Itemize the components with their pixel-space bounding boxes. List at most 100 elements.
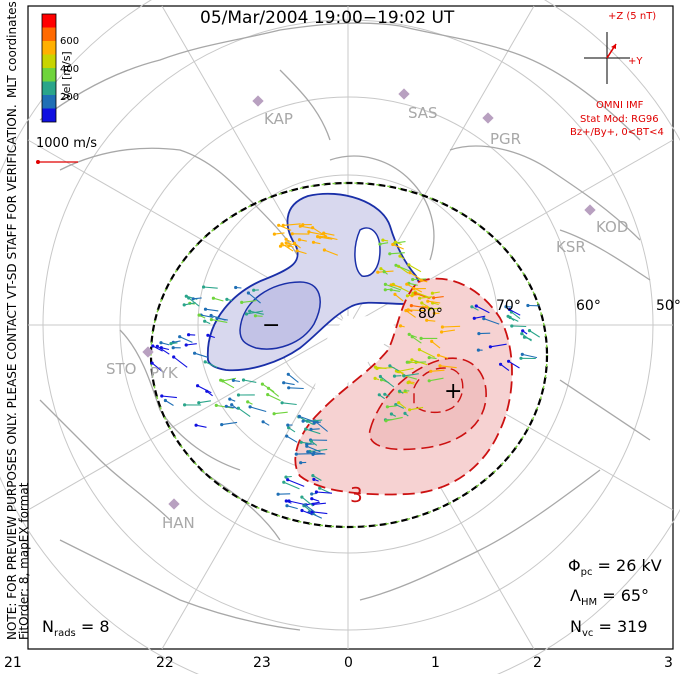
vector-line: [205, 308, 219, 312]
vector-line: [309, 448, 328, 453]
positive-inner-contour: [413, 367, 464, 414]
pole-marker: [342, 316, 354, 328]
velocity-vectors: [150, 223, 540, 519]
vector-line: [204, 361, 218, 368]
negative-cell: [207, 192, 421, 372]
phi-symbol: Φ: [568, 556, 581, 575]
vector-line: [310, 428, 320, 430]
vector-line: [288, 245, 294, 248]
station-ksr: KSR: [556, 238, 586, 256]
coordinate-system: MLT coordinates: [5, 1, 19, 98]
vector-line: [255, 315, 263, 317]
vector-line: [198, 400, 211, 404]
imf-y-label: +Y: [628, 56, 643, 67]
vector-line: [500, 363, 510, 371]
vector-line: [409, 272, 422, 280]
vector-line: [226, 405, 235, 409]
colorbar-swatch: [42, 108, 56, 122]
vector-line: [226, 298, 233, 302]
vector-line: [184, 302, 196, 306]
vector-line: [409, 406, 424, 411]
velocity-scale-dot: [36, 160, 40, 164]
vector-line: [238, 407, 251, 418]
vector-line: [397, 367, 414, 373]
cross-polar-potential: Φpc = 26 kV: [568, 556, 662, 578]
vector-line: [160, 342, 170, 346]
lat-80: 80°: [418, 306, 443, 322]
vector-line: [411, 336, 422, 344]
vector-line: [286, 500, 292, 504]
lambda-subscript: HM: [580, 597, 598, 609]
throat-gap: [314, 315, 394, 405]
vector-origin: [252, 288, 256, 292]
vector-line: [408, 264, 422, 273]
vector-line: [429, 307, 442, 310]
nrads-value: = 8: [80, 617, 110, 636]
vector-origin: [297, 238, 302, 242]
vector-line: [207, 334, 215, 339]
nvc-symbol: N: [570, 617, 582, 636]
vector-line: [421, 279, 428, 283]
contour-label: 3: [350, 483, 363, 507]
vector-line: [285, 238, 292, 243]
vector-line: [391, 413, 397, 417]
vector-line: [249, 310, 264, 315]
vector-line: [432, 302, 439, 306]
vector-line: [312, 227, 326, 237]
vector-line: [380, 376, 395, 388]
imf-source: OMNI IMF: [596, 100, 644, 111]
vector-origin: [284, 241, 288, 245]
vector-line: [400, 325, 405, 328]
station-labels: KAP SAS PGR KOD KSR STO PYK HAN: [106, 104, 628, 532]
vector-line: [382, 239, 389, 242]
phi-subscript: pc: [580, 567, 593, 579]
vector-line: [522, 353, 538, 359]
station-kap: KAP: [264, 110, 293, 128]
vector-origin: [224, 404, 228, 408]
vector-line: [385, 416, 403, 422]
velocity-scale-label: 1000 m/s: [36, 136, 98, 151]
vector-line: [399, 255, 405, 260]
vector-line: [247, 401, 253, 405]
imf-condition: Bz+/By+, 0<BT<4: [570, 127, 664, 138]
vector-line: [395, 241, 402, 246]
vector-line: [173, 356, 188, 368]
nrads-subscript: rads: [53, 628, 76, 640]
colorbar-swatch: [42, 41, 56, 55]
vector-line: [529, 330, 540, 338]
vector-line: [395, 264, 412, 273]
vector-line: [301, 496, 314, 507]
vector-line: [439, 365, 457, 369]
vector-line: [229, 398, 236, 402]
vector-line: [378, 394, 386, 400]
vector-line: [213, 297, 224, 302]
vector-line: [524, 336, 532, 341]
vector-line: [306, 445, 321, 453]
vector-line: [398, 402, 407, 409]
vector-line: [432, 291, 440, 294]
phi-value: = 26 kV: [597, 556, 662, 575]
vector-line: [268, 387, 280, 397]
vector-line: [408, 282, 418, 286]
vector-line: [233, 379, 240, 383]
vector-line: [319, 487, 331, 494]
x-tick-22: 22: [156, 655, 174, 671]
vector-line: [379, 242, 389, 245]
vector-line: [522, 330, 528, 335]
vector-line: [427, 300, 441, 304]
vector-line: [195, 424, 207, 428]
vector-line: [323, 232, 335, 236]
vector-line: [476, 305, 490, 314]
vector-line: [385, 283, 402, 291]
vector-line: [511, 311, 521, 320]
vector-line: [286, 505, 298, 510]
vector-line: [283, 382, 295, 386]
vector-line: [389, 252, 405, 255]
colorbar-swatch: [42, 27, 56, 41]
vector-line: [405, 310, 416, 318]
vector-origin: [160, 394, 164, 398]
vector-line: [198, 314, 206, 319]
vector-line: [303, 505, 317, 516]
vector-line: [287, 373, 299, 383]
vector-line: [430, 369, 445, 372]
